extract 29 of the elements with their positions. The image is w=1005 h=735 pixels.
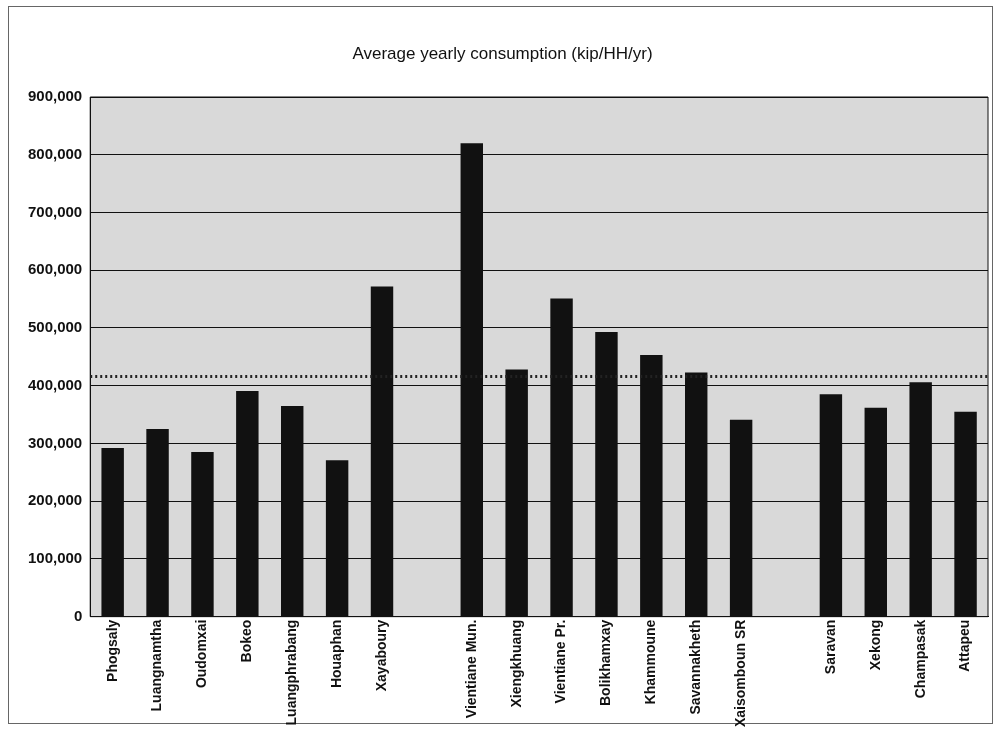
x-tick-label: Attapeu — [956, 619, 973, 672]
x-tick-label: Khammoune — [642, 619, 659, 705]
y-tick-label: 800,000 — [27, 144, 83, 162]
y-tick-label: 900,000 — [27, 87, 83, 105]
y-tick-label: 300,000 — [27, 433, 83, 451]
x-tick-label: Xiengkhuang — [507, 619, 524, 708]
y-tick-label: 500,000 — [27, 318, 83, 336]
x-tick-label: Luangnamtha — [148, 619, 165, 712]
x-tick-label: Vientiane Mun. — [462, 619, 479, 719]
y-tick-label: 600,000 — [27, 260, 83, 278]
x-tick-label: Vientiane Pr. — [552, 619, 569, 704]
x-tick-label: Saravan — [821, 619, 838, 675]
chart-title: Average yearly consumption (kip/HH/yr) — [351, 44, 654, 64]
x-tick-label: Savannakheth — [687, 619, 704, 715]
y-tick-label: 0 — [73, 606, 83, 624]
x-tick-label: Xayaboury — [372, 619, 389, 692]
x-tick-label: Xaisomboun SR — [731, 619, 748, 728]
x-tick-label: Oudomxai — [193, 619, 210, 689]
x-tick-label: Xekong — [866, 619, 883, 671]
y-tick-label: 400,000 — [27, 375, 83, 393]
y-tick-label: 100,000 — [27, 549, 83, 567]
x-tick-label: Bolikhamxay — [597, 619, 614, 707]
x-tick-label: Luangphrabang — [283, 619, 300, 726]
x-tick-label: Houaphan — [327, 619, 344, 689]
y-tick-label: 700,000 — [27, 202, 83, 220]
x-tick-label: Champasak — [911, 619, 928, 699]
x-tick-label: Phogsaly — [103, 619, 120, 682]
x-tick-label: Bokeo — [238, 619, 255, 663]
y-tick-label: 200,000 — [27, 491, 83, 509]
